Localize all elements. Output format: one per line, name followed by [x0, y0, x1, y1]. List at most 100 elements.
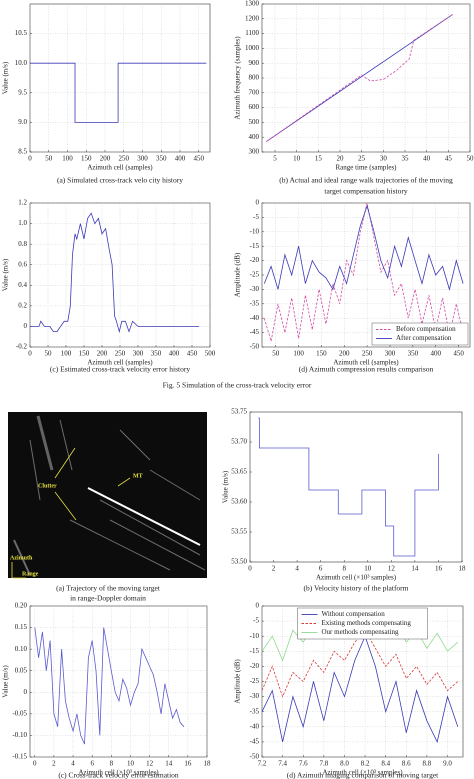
- y-tick-label: -10: [250, 632, 260, 640]
- x-tick-label: 35: [402, 155, 410, 163]
- y-tick-label: -0.15: [12, 753, 27, 761]
- legend-label: After compensation: [396, 334, 452, 342]
- image-caption: in range-Doppler domain: [70, 594, 146, 603]
- x-tick-label: 100: [62, 155, 73, 163]
- caption: (b) Actual and ideal range walk trajecto…: [279, 176, 453, 185]
- y-tick-label: 1300: [245, 0, 260, 8]
- legend-box: [371, 322, 469, 346]
- plot: 0 50 100 150 200 250 300 350 400 450 500-0.200.20.…: [2, 199, 216, 374]
- caption: (c) Cross-track velocity error estimatio…: [58, 771, 179, 779]
- x-tick-label: 8: [110, 760, 114, 768]
- y-tick-label: -15: [250, 647, 260, 655]
- x-tick-label: 0: [28, 155, 32, 163]
- y-tick-label: 0.05: [15, 666, 28, 674]
- y-axis-label: Value (m/s): [2, 61, 10, 94]
- x-tick-label: 12: [146, 760, 154, 768]
- y-tick-label: 0.2: [18, 301, 27, 309]
- y-tick-label: 9.5: [18, 88, 27, 96]
- y-tick-label: 1200: [245, 14, 260, 22]
- y-tick-label: -0.05: [12, 709, 27, 717]
- y-tick-label: -35: [250, 707, 260, 715]
- image-label: Azimuth: [10, 555, 33, 561]
- series-line: [261, 635, 459, 744]
- y-tick-label: -30: [250, 692, 260, 700]
- series-line: [266, 14, 453, 142]
- plot-frame: [29, 3, 211, 153]
- x-tick-label: 6: [90, 760, 94, 768]
- y-axis-label: Amplitude (dB): [234, 659, 242, 704]
- x-tick-label: 350: [408, 350, 419, 358]
- y-tick-label: -25: [250, 271, 260, 279]
- x-axis-label: Azimuth cell (×10³ samples): [78, 769, 159, 777]
- x-tick-label: 200: [100, 155, 111, 163]
- x-tick-label: 450: [187, 350, 198, 358]
- plot-frame: [29, 605, 208, 758]
- y-tick-label: -30: [250, 285, 260, 293]
- y-tick-label: 10.5: [15, 29, 28, 37]
- y-tick-label: -0.2: [16, 343, 28, 351]
- series-line: [261, 629, 459, 698]
- y-tick-label: 0.8: [18, 240, 27, 248]
- x-tick-label: 10: [364, 565, 372, 573]
- image-background: [8, 412, 207, 578]
- caption: (d) Azimuth compression results comparis…: [299, 365, 434, 374]
- x-tick-label: 350: [151, 350, 162, 358]
- x-tick-label: 50: [467, 155, 474, 163]
- y-tick-label: 53.65: [231, 468, 247, 476]
- y-axis-label: Value (m/s): [2, 258, 10, 291]
- x-axis-label: Range time (samples): [335, 164, 397, 172]
- legend-label: Our methods compensating: [322, 628, 399, 636]
- x-axis-label: Azimuth cell (×10³ samples): [316, 574, 397, 582]
- y-axis-label: Amplitude (dB): [234, 252, 242, 297]
- target-trajectory: [87, 487, 201, 546]
- x-tick-label: 250: [115, 350, 126, 358]
- plot-frame: [29, 202, 211, 348]
- x-tick-label: 16: [435, 565, 443, 573]
- y-tick-label: 53.70: [231, 438, 247, 446]
- y-tick-label: -45: [250, 738, 260, 746]
- y-tick-label: 8.5: [18, 148, 27, 156]
- x-tick-label: 0: [248, 565, 252, 573]
- x-tick-label: 0: [28, 350, 32, 358]
- y-tick-label: -5: [253, 617, 259, 625]
- image-caption: (a) Trajectory of the moving target: [56, 584, 161, 593]
- y-tick-label: 0.15: [15, 623, 28, 631]
- x-tick-label: 150: [79, 350, 90, 358]
- x-tick-label: 450: [453, 350, 464, 358]
- series-line: [30, 62, 207, 123]
- x-tick-label: 200: [339, 350, 350, 358]
- y-tick-label: 700: [249, 88, 260, 96]
- y-tick-label: 300: [249, 148, 260, 156]
- x-tick-label: 2: [52, 760, 56, 768]
- x-tick-label: 50: [45, 155, 53, 163]
- legend-box: [297, 607, 428, 640]
- x-axis-label: Azimuth cell (×10³ samples): [322, 769, 403, 777]
- y-tick-label: 53.75: [231, 408, 247, 416]
- y-tick-label: -25: [250, 677, 260, 685]
- caption: (b) Velocity history of the platform: [303, 584, 408, 593]
- plot: 0 2 4 6 8 10 12 14 16 18 53.50 53.55 53.60 53.65 53.70…: [222, 408, 466, 593]
- x-tick-label: 4: [71, 760, 75, 768]
- clutter-streaks: [13, 415, 206, 576]
- x-tick-label: 14: [411, 565, 419, 573]
- x-tick-label: 300: [137, 155, 148, 163]
- x-tick-label: 500: [205, 350, 216, 358]
- plot: 50 100 150 200 250 300 350 400 450-50-45-40-35-3…: [234, 199, 471, 374]
- x-tick-label: 8.6: [402, 760, 411, 768]
- x-tick-label: 250: [362, 350, 373, 358]
- x-tick-label: 45: [445, 155, 453, 163]
- x-tick-label: 50: [272, 350, 280, 358]
- x-tick-label: 9.0: [443, 760, 452, 768]
- x-tick-label: 8.2: [361, 760, 370, 768]
- y-tick-label: 0: [256, 602, 260, 610]
- x-tick-label: 16: [184, 760, 192, 768]
- y-tick-label: -35: [250, 299, 260, 307]
- y-tick-label: -40: [250, 722, 260, 730]
- x-tick-label: 100: [293, 350, 304, 358]
- y-tick-label: -20: [250, 662, 260, 670]
- x-tick-label: 50: [45, 350, 53, 358]
- plot: 5 10 15 20 25 30 35 40 45 50 300 400 500 600 700 800 900…: [234, 0, 474, 196]
- x-tick-label: 8: [342, 565, 346, 573]
- y-tick-label: 800: [249, 74, 260, 82]
